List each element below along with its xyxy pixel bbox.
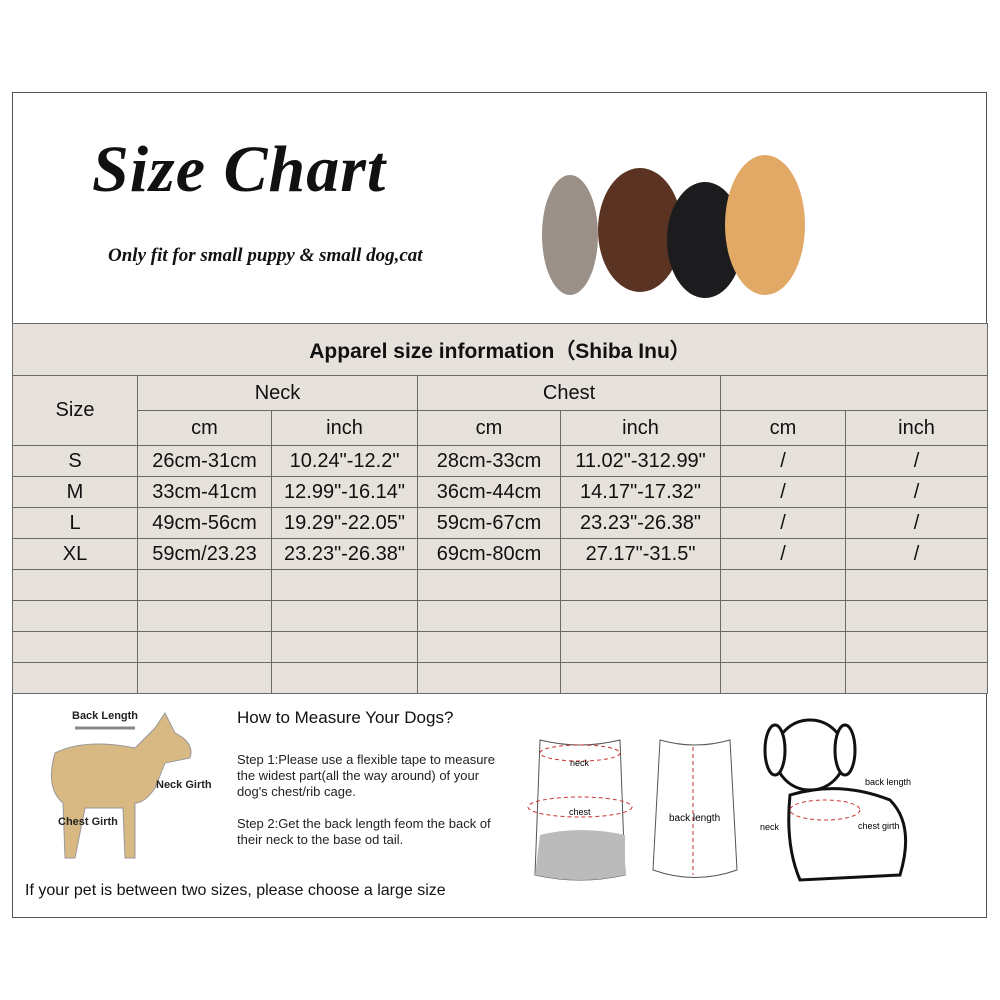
cell: 27.17"-31.5" xyxy=(560,538,721,570)
cell: / xyxy=(844,507,989,539)
cell: 23.23"-26.38" xyxy=(271,538,418,570)
size-table: Apparel size information（Shiba Inu） Size… xyxy=(11,323,989,694)
cell: 10.24"-12.2" xyxy=(271,445,418,477)
cell: / xyxy=(720,507,846,539)
group-header-chest: Chest xyxy=(417,375,721,411)
subtitle: Only fit for small puppy & small dog,cat xyxy=(108,245,423,266)
cell: 26cm-31cm xyxy=(137,445,272,477)
kitten-orange xyxy=(725,155,805,295)
size-note: If your pet is between two sizes, please… xyxy=(25,882,446,899)
garment-neck-label: neck xyxy=(570,758,590,768)
chest-girth-label: Chest Girth xyxy=(58,816,118,828)
puppy-chest-label: chest girth xyxy=(858,821,900,831)
cell: / xyxy=(720,445,846,477)
cell: / xyxy=(844,445,989,477)
cell: / xyxy=(720,538,846,570)
cell: 36cm-44cm xyxy=(417,476,561,508)
pets-photo xyxy=(542,155,805,298)
puppy-brown xyxy=(598,168,682,292)
table-row: L 49cm-56cm 19.29"-22.05" 59cm-67cm 23.23"-2… xyxy=(12,507,989,539)
cell: / xyxy=(720,476,846,508)
step-2: Step 2:Get the back length feom the back… xyxy=(237,816,491,847)
cell: XL xyxy=(12,538,138,570)
cell: / xyxy=(844,538,989,570)
table-row: S 26cm-31cm 10.24"-12.2" 28cm-33cm 11.02"-31… xyxy=(12,445,989,477)
cell: M xyxy=(12,476,138,508)
unit-header: cm xyxy=(137,410,272,446)
cell: S xyxy=(12,445,138,477)
garment-back-diagram: back length xyxy=(652,739,738,878)
unit-header: inch xyxy=(560,410,721,446)
unit-header: cm xyxy=(417,410,561,446)
cell: 59cm-67cm xyxy=(417,507,561,539)
table-row: M 33cm-41cm 12.99"-16.14" 36cm-44cm 14.17"-1… xyxy=(12,476,989,508)
puppy-line-drawing: back length neck chest girth xyxy=(760,718,911,882)
puppy-back-label: back length xyxy=(865,777,911,787)
cell: 11.02"-312.99" xyxy=(560,445,721,477)
garment-back-label: back length xyxy=(669,813,720,824)
empty-row xyxy=(12,631,989,663)
cell: L xyxy=(12,507,138,539)
cell: 59cm/23.23 xyxy=(137,538,272,570)
page-title: Size Chart xyxy=(92,133,387,206)
unit-header: inch xyxy=(271,410,418,446)
cell: 28cm-33cm xyxy=(417,445,561,477)
step-1: Step 1:Please use a flexible tape to mea… xyxy=(237,752,495,799)
dog-illustration xyxy=(50,712,192,859)
empty-row xyxy=(12,662,989,694)
cell: / xyxy=(844,476,989,508)
back-length-label: Back Length xyxy=(72,710,139,722)
garment-chest-label: chest xyxy=(569,807,591,817)
cell: 14.17"-17.32" xyxy=(560,476,721,508)
cell: 23.23"-26.38" xyxy=(560,507,721,539)
group-header-empty xyxy=(719,375,989,411)
table-row: XL 59cm/23.23 23.23"-26.38" 69cm-80cm 27.17"… xyxy=(12,538,989,570)
empty-row xyxy=(12,569,989,601)
cell: 12.99"-16.14" xyxy=(271,476,418,508)
table-title: Apparel size information（Shiba Inu） xyxy=(11,323,989,376)
neck-girth-label: Neck Girth xyxy=(156,779,212,791)
cell: 69cm-80cm xyxy=(417,538,561,570)
kitten-grey xyxy=(542,175,598,295)
empty-row xyxy=(12,600,989,632)
group-header-neck: Neck xyxy=(137,375,418,411)
size-header: Size xyxy=(12,375,138,446)
puppy-neck-label: neck xyxy=(760,822,780,832)
measure-heading: How to Measure Your Dogs? xyxy=(237,708,454,727)
cell: 49cm-56cm xyxy=(137,507,272,539)
unit-header: inch xyxy=(844,410,989,446)
unit-header: cm xyxy=(720,410,846,446)
puppy-black xyxy=(667,182,743,298)
garment-front-diagram: neck chest xyxy=(527,739,633,881)
cell: 19.29"-22.05" xyxy=(271,507,418,539)
cell: 33cm-41cm xyxy=(137,476,272,508)
